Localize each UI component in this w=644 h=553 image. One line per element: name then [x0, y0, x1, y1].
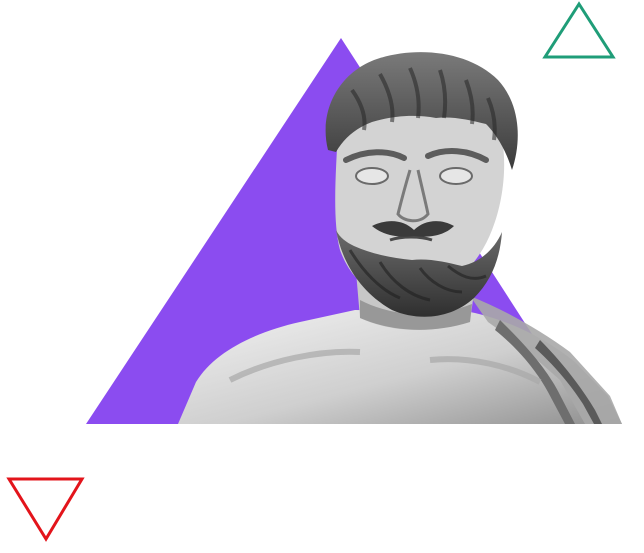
green-triangle-outline — [542, 1, 616, 59]
bust-image — [178, 52, 622, 424]
red-triangle-outline — [6, 477, 85, 542]
